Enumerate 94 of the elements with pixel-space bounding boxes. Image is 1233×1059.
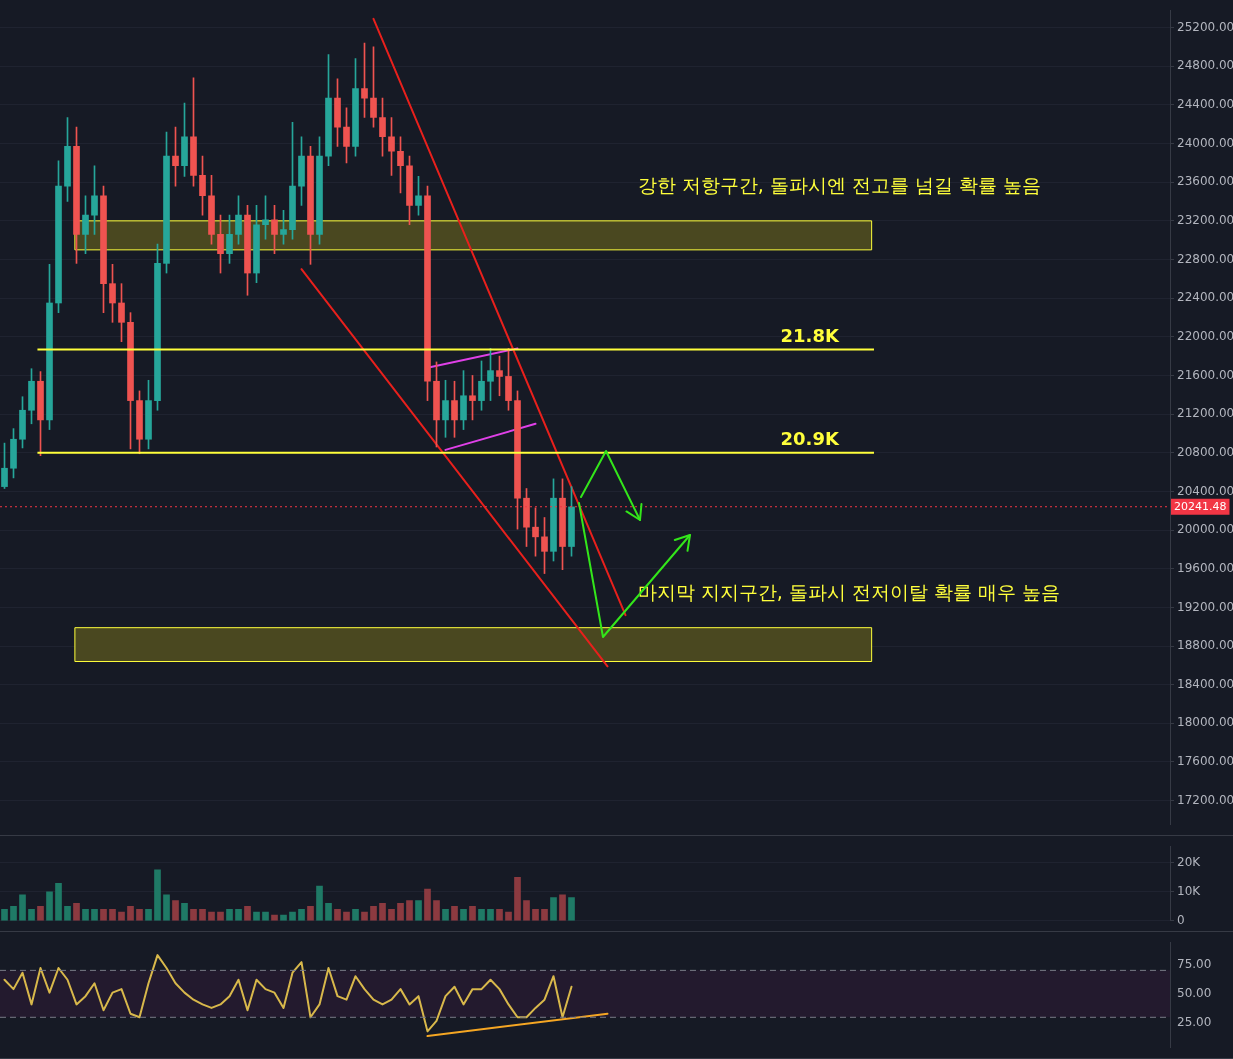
- band-label: 마지막 지지구간, 돌파시 전저이탈 확률 매우 높음: [637, 581, 1060, 604]
- bar: [379, 903, 386, 921]
- y-tick-label: 23200.00: [1177, 212, 1233, 227]
- y-tick-label: 25.00: [1177, 1015, 1212, 1030]
- bar: [145, 908, 152, 921]
- bar: [433, 900, 440, 921]
- bar: [424, 888, 431, 921]
- bar: [325, 903, 332, 921]
- y-tick-label: 17200.00: [1177, 792, 1233, 807]
- bar: [235, 908, 242, 921]
- bar: [73, 903, 80, 921]
- bar: [289, 911, 296, 921]
- bar: [253, 911, 260, 921]
- y-tick-label: 0: [1177, 912, 1185, 927]
- bar: [217, 911, 224, 921]
- bar: [199, 908, 206, 921]
- bar: [370, 906, 377, 921]
- bar: [469, 906, 476, 921]
- y-tick-label: 20K: [1177, 855, 1202, 870]
- y-tick-label: 18000.00: [1177, 715, 1233, 730]
- ref-line-label: 20241.48: [1174, 499, 1227, 513]
- bar: [541, 908, 548, 921]
- bar: [496, 908, 503, 921]
- bar: [208, 911, 215, 921]
- y-tick-label: 22800.00: [1177, 251, 1233, 266]
- bar: [163, 894, 170, 921]
- bar: [397, 903, 404, 921]
- bar: [55, 882, 62, 921]
- ref-line-label: 21.8K: [780, 325, 840, 347]
- ref-line-label: 20.9K: [780, 428, 840, 450]
- y-tick-label: 18400.00: [1177, 676, 1233, 691]
- bar: [451, 906, 458, 921]
- y-tick-label: 24800.00: [1177, 58, 1233, 73]
- bar: [316, 885, 323, 921]
- bar: [352, 908, 359, 921]
- bar: [37, 906, 44, 921]
- y-tick-label: 20000.00: [1177, 522, 1233, 537]
- bar: [172, 900, 179, 921]
- bar: [505, 911, 512, 921]
- bar: [460, 908, 467, 921]
- bar: [109, 908, 116, 921]
- bar: [487, 908, 494, 921]
- y-tick-label: 20800.00: [1177, 444, 1233, 459]
- bar: [343, 911, 350, 921]
- bar: [154, 869, 161, 921]
- bar: [127, 906, 134, 921]
- bar: [19, 894, 26, 921]
- y-tick-label: 75.00: [1177, 956, 1212, 971]
- bar: [136, 908, 143, 921]
- bar: [307, 906, 314, 921]
- bar: [118, 911, 125, 921]
- y-tick-label: 23600.00: [1177, 174, 1233, 189]
- y-tick-label: 17600.00: [1177, 754, 1233, 769]
- bar: [361, 911, 368, 921]
- y-tick-label: 21600.00: [1177, 367, 1233, 382]
- bar: [298, 908, 305, 921]
- bar: [10, 906, 17, 921]
- bar: [1, 908, 8, 921]
- bar: [559, 894, 566, 921]
- bar: [568, 897, 575, 921]
- y-tick-label: 19200.00: [1177, 599, 1233, 614]
- bar: [415, 900, 422, 921]
- bar: [523, 900, 530, 921]
- bar: [91, 908, 98, 921]
- bar: [100, 908, 107, 921]
- y-tick-label: 24400.00: [1177, 97, 1233, 112]
- bar: [244, 906, 251, 921]
- bar: [64, 906, 71, 921]
- bar: [514, 877, 521, 921]
- bar: [190, 908, 197, 921]
- bar: [82, 908, 89, 921]
- bar: [388, 908, 395, 921]
- bar: [406, 900, 413, 921]
- bar: [334, 908, 341, 921]
- y-tick-label: 20400.00: [1177, 483, 1233, 498]
- y-tick-label: 24000.00: [1177, 135, 1233, 150]
- bar: [46, 891, 53, 921]
- bar: [226, 908, 233, 921]
- y-tick-label: 50.00: [1177, 985, 1212, 1000]
- y-tick-label: 19600.00: [1177, 560, 1233, 575]
- band-label: 강한 저항구간, 돌파시엔 전고를 넘길 확률 높음: [637, 174, 1041, 197]
- bar: [442, 908, 449, 921]
- y-tick-label: 22000.00: [1177, 328, 1233, 343]
- y-tick-label: 21200.00: [1177, 406, 1233, 421]
- bar: [181, 903, 188, 921]
- y-tick-label: 25200.00: [1177, 19, 1233, 34]
- y-tick-label: 22400.00: [1177, 290, 1233, 305]
- bar: [262, 911, 269, 921]
- bar: [28, 908, 35, 921]
- bar: [550, 897, 557, 921]
- bar: [532, 908, 539, 921]
- y-tick-label: 10K: [1177, 884, 1202, 899]
- bar: [478, 908, 485, 921]
- y-tick-label: 18800.00: [1177, 638, 1233, 653]
